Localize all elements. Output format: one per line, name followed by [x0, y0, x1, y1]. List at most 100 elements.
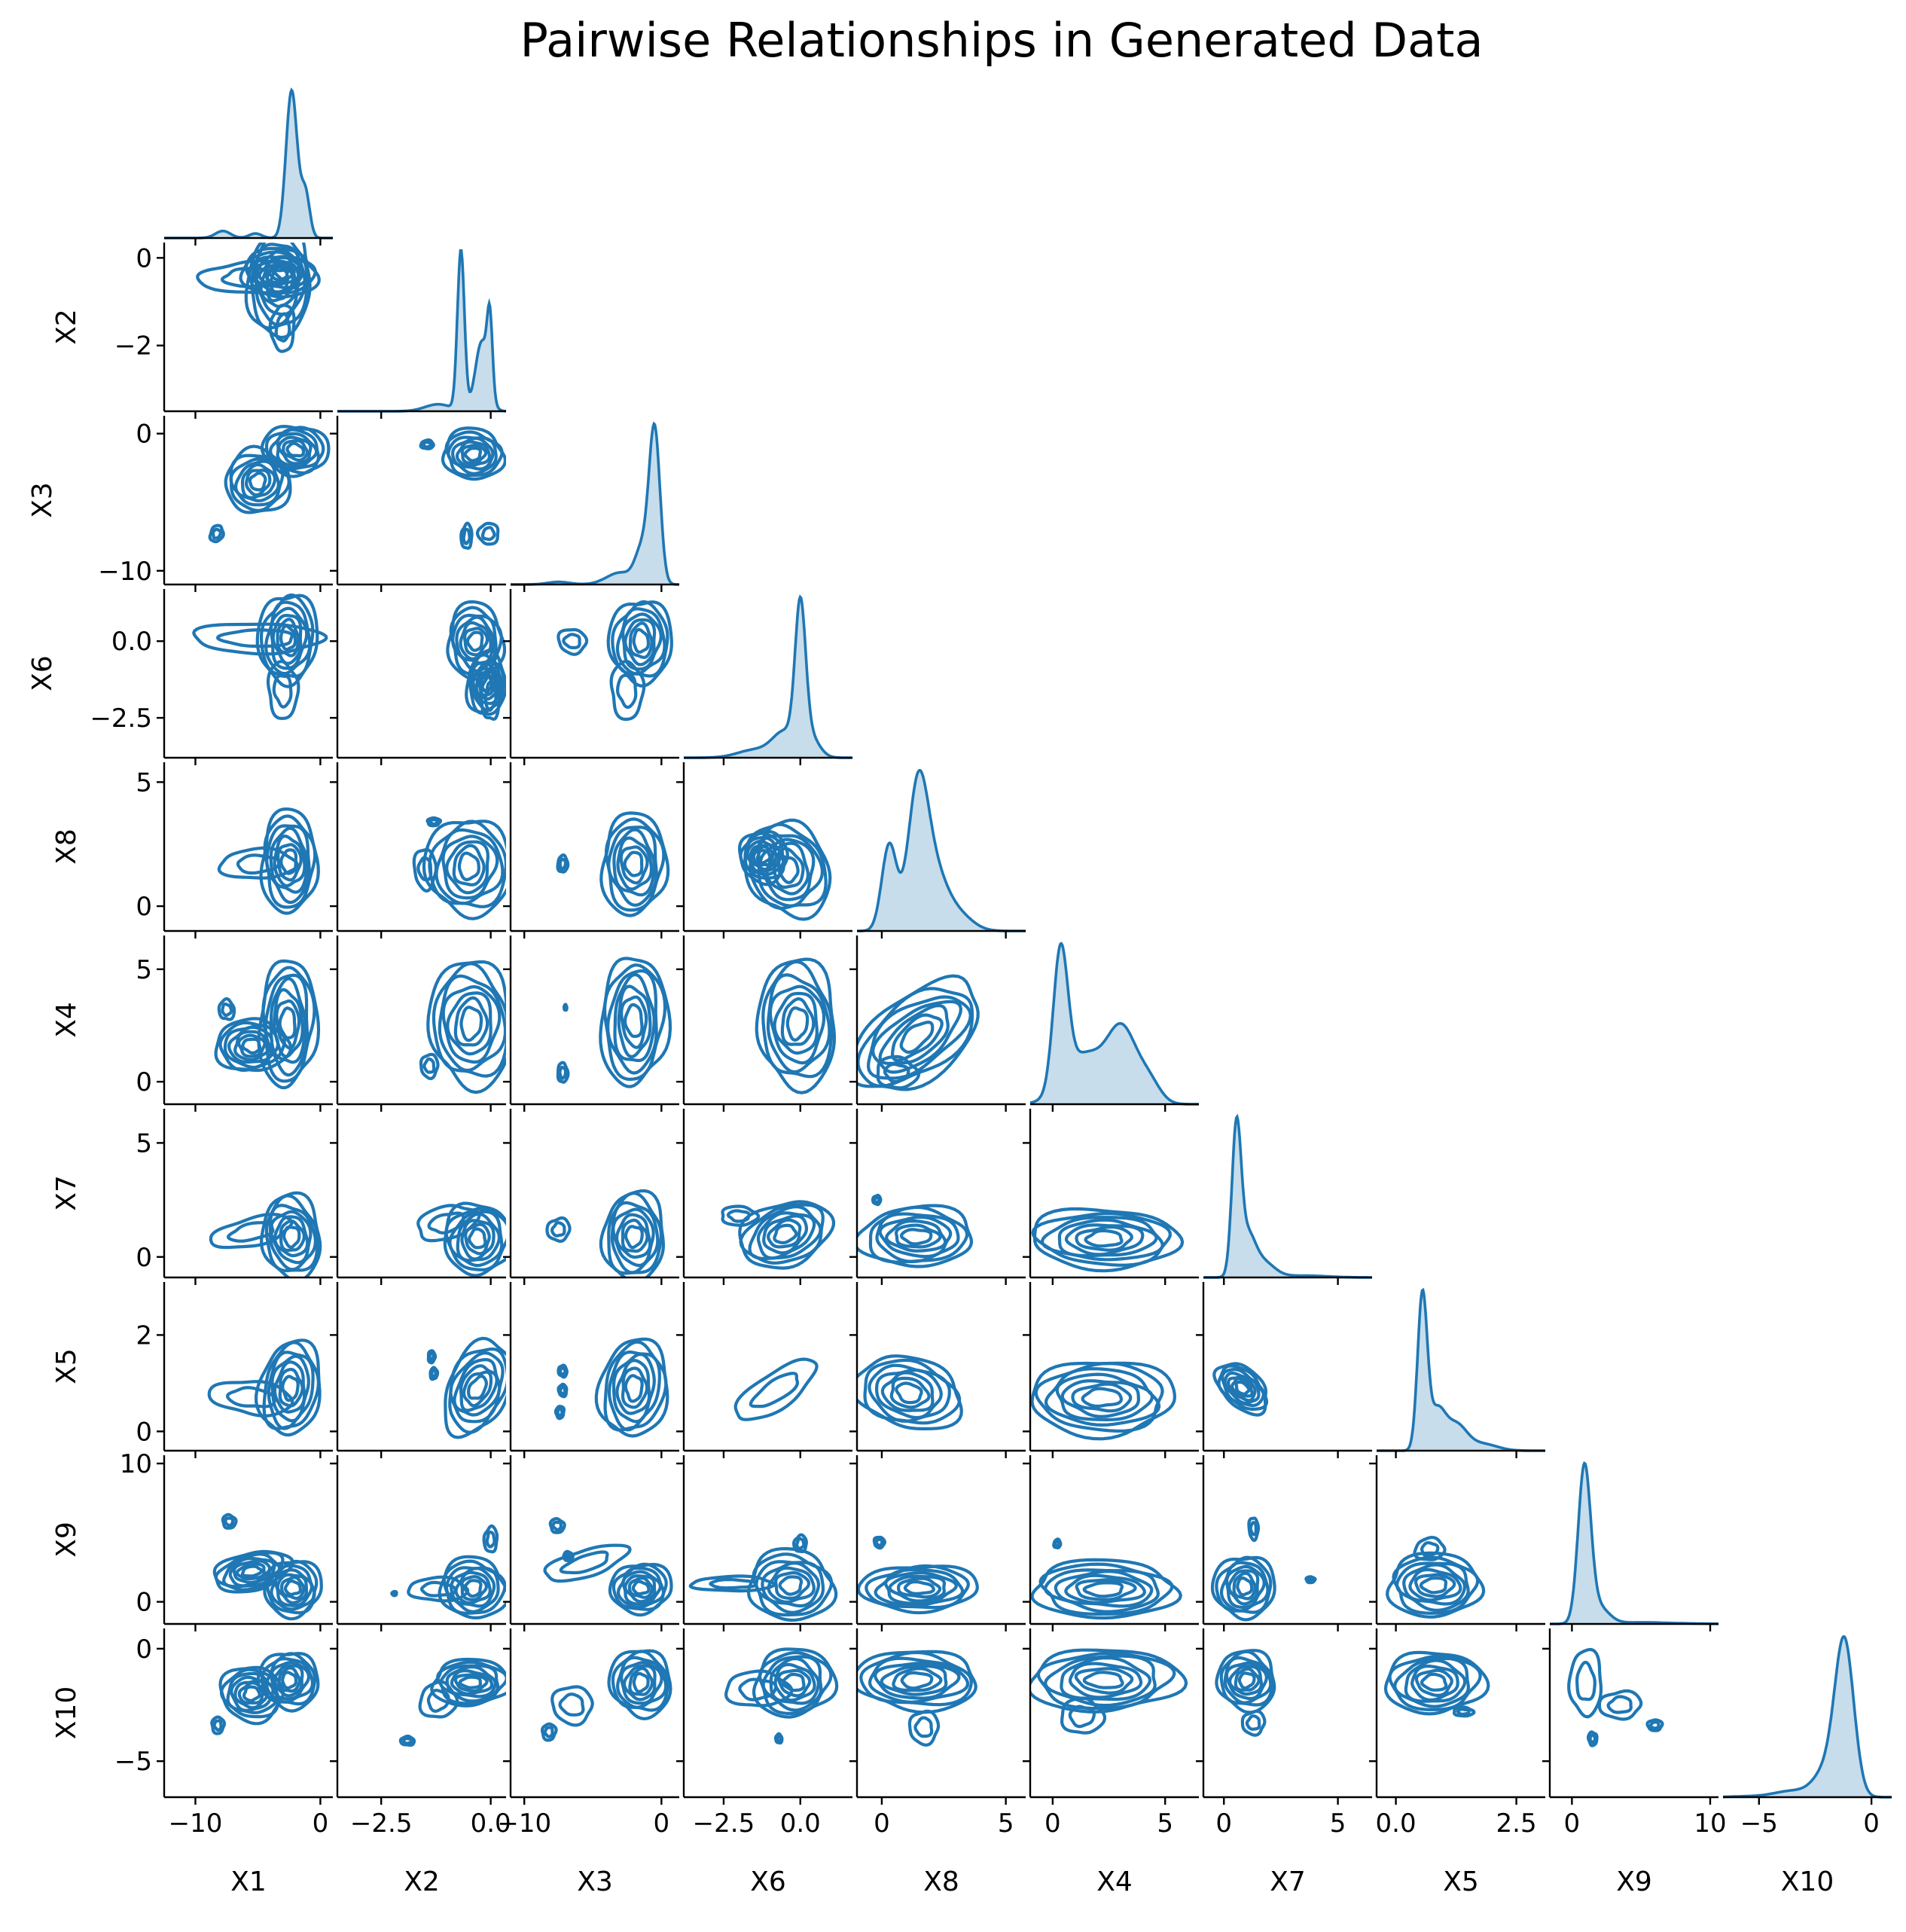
kde-contour — [1082, 1581, 1124, 1598]
kde-contour — [215, 628, 294, 649]
kde-contour — [755, 849, 772, 865]
kde-contour — [1071, 1382, 1133, 1413]
kde-contour — [1225, 1564, 1266, 1610]
kde-contour — [438, 974, 506, 1073]
kde-contour — [233, 459, 280, 502]
y-axis-label-X5: X5 — [51, 1348, 82, 1384]
kde-contour — [1227, 1665, 1263, 1696]
axes-5-5 — [1030, 1103, 1199, 1112]
axes-6-1 — [330, 1109, 506, 1285]
x-axis-label-X9: X9 — [1616, 1866, 1652, 1897]
kde-contour — [268, 428, 321, 471]
kde-contour — [450, 1668, 494, 1695]
kde-contour — [874, 1368, 943, 1420]
kde-contour — [221, 1552, 282, 1589]
kde-contour — [611, 1562, 668, 1611]
kde-contour — [453, 1673, 489, 1693]
kde-density-curve — [1377, 1287, 1545, 1452]
kde-contour — [895, 1381, 923, 1405]
kde-contour — [452, 844, 486, 887]
kde-contour — [276, 1573, 308, 1605]
kde-contour — [419, 438, 435, 450]
axes-8-1 — [330, 1455, 506, 1631]
kde-contour — [451, 436, 495, 471]
kde-contour — [874, 1662, 961, 1700]
y-tick-label: −5 — [114, 1747, 152, 1777]
y-tick-label: 10 — [120, 1449, 152, 1479]
axes-2-0: −10 0 — [98, 416, 333, 592]
axes-9-7: 0.0 2.5 — [1369, 1628, 1545, 1839]
kde-contour — [1210, 1555, 1276, 1622]
x-tick-label: 0 — [1215, 1808, 1232, 1839]
kde-density-fill — [1203, 1116, 1372, 1277]
kde-contour — [460, 444, 488, 465]
kde-contour — [419, 1052, 440, 1081]
kde-contour — [756, 1211, 816, 1260]
kde-contour — [610, 1201, 660, 1274]
pair-panel-X4-X8 — [857, 974, 980, 1091]
axes-6-3 — [676, 1109, 852, 1285]
kde-contour — [778, 1575, 804, 1596]
axes-7-4 — [849, 1282, 1026, 1458]
kde-contour — [481, 526, 496, 542]
kde-contour — [1057, 1218, 1158, 1258]
kde-contour — [688, 1574, 777, 1593]
kde-contour — [233, 1030, 272, 1062]
pair-panel-X8-X2 — [412, 816, 506, 920]
pair-panel-X8-X3 — [556, 811, 670, 917]
kde-contour — [900, 1671, 934, 1690]
kde-contour — [1040, 1216, 1164, 1262]
axes-4-4 — [857, 929, 1026, 939]
kde-contour — [1054, 1570, 1154, 1608]
kde-contour — [391, 1590, 398, 1597]
kde-contour — [468, 1227, 487, 1250]
x-tick-label: −2.5 — [350, 1808, 413, 1839]
kde-contour — [619, 845, 649, 885]
kde-contour — [624, 1374, 644, 1403]
kde-contour — [430, 1369, 438, 1379]
kde-contour — [448, 1347, 506, 1434]
kde-contour — [761, 1561, 821, 1608]
kde-contour — [548, 1517, 566, 1534]
kde-contour — [259, 593, 315, 679]
kde-contour — [613, 973, 656, 1063]
kde-contour — [599, 957, 672, 1088]
axes-1-0: −2 0 — [114, 243, 333, 419]
y-tick-label: 0 — [136, 1588, 152, 1618]
kde-contour — [1075, 1578, 1137, 1601]
axes-4-1 — [330, 762, 506, 939]
kde-contour — [880, 1665, 948, 1696]
kde-contour — [482, 1524, 499, 1554]
kde-density-curve — [1029, 942, 1199, 1106]
kde-panel-X7 — [1203, 1113, 1372, 1279]
x-tick-label: 0 — [654, 1808, 670, 1839]
kde-density-fill — [337, 250, 506, 411]
axes-4-2 — [503, 762, 679, 939]
kde-contour — [767, 1218, 802, 1249]
axes-5-0: 05 — [136, 935, 333, 1112]
kde-contour — [1393, 1656, 1471, 1708]
kde-density-fill — [1377, 1290, 1545, 1451]
kde-contour — [426, 960, 506, 1094]
kde-contour — [1414, 1668, 1453, 1698]
kde-contour — [1240, 1709, 1267, 1737]
kde-contour — [755, 957, 837, 1094]
kde-contour — [459, 1006, 483, 1042]
kde-contour — [558, 1065, 568, 1081]
kde-contour — [274, 312, 291, 343]
kde-panel-X6 — [684, 594, 852, 759]
kde-contour — [483, 681, 498, 713]
kde-contour — [464, 1222, 491, 1256]
axes-9-3: −2.5 0.0 — [676, 1628, 852, 1839]
kde-contour — [422, 440, 433, 449]
kde-contour — [913, 1716, 934, 1738]
kde-contour — [275, 999, 301, 1050]
pair-panel-X10-X9 — [1567, 1647, 1664, 1747]
pair-panel-X4-X1 — [214, 959, 321, 1090]
pair-panel-X10-X1 — [210, 1652, 320, 1735]
kde-contour — [214, 1017, 293, 1073]
kde-density-fill — [684, 597, 852, 758]
kde-contour — [859, 1650, 973, 1707]
x-tick-label: −10 — [169, 1808, 223, 1839]
kde-contour — [1575, 1660, 1596, 1702]
